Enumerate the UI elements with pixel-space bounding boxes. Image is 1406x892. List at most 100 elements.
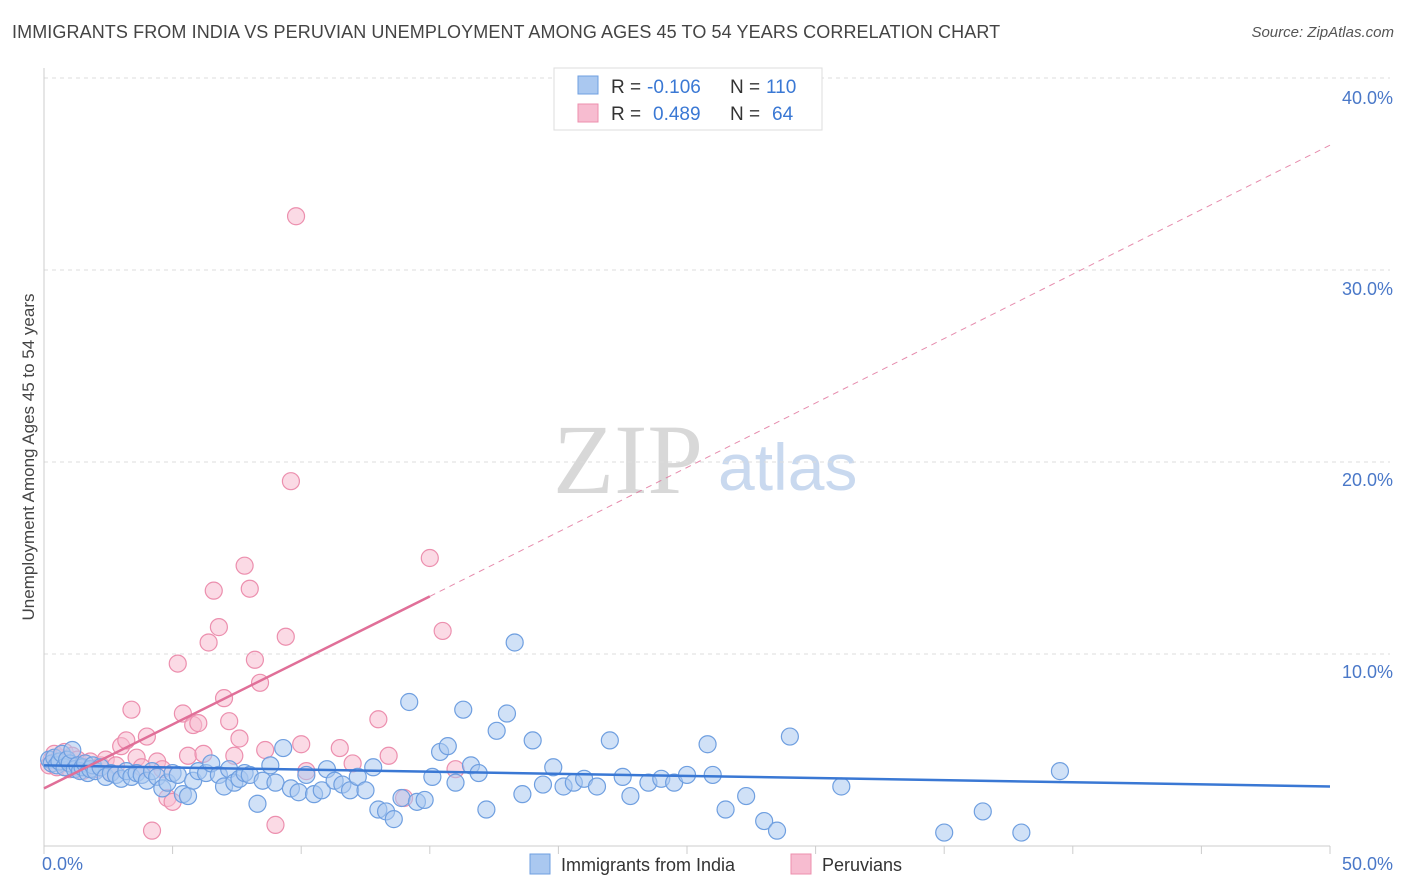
peru-point-59 bbox=[379, 746, 398, 765]
india-point-9 bbox=[63, 740, 82, 760]
y-tick-label-30: 30.0% bbox=[1342, 279, 1393, 299]
india-point-50 bbox=[261, 756, 280, 775]
watermark-atlas: atlas bbox=[718, 430, 857, 504]
peru-point-34 bbox=[178, 746, 198, 765]
peru-point-27 bbox=[142, 821, 162, 840]
peru-point-46 bbox=[240, 579, 259, 598]
india-trend-line bbox=[43, 764, 1331, 788]
india-point-69 bbox=[400, 692, 419, 712]
legend-r-label-1: R = bbox=[611, 77, 641, 98]
legend-r-label-2: R = bbox=[611, 104, 641, 125]
peru-point-62 bbox=[433, 621, 452, 641]
series-legend: Immigrants from India Peruvians bbox=[529, 853, 902, 875]
india-point-92 bbox=[613, 767, 632, 786]
peruvians-points bbox=[40, 207, 465, 840]
india-point-107 bbox=[973, 802, 992, 821]
peru-point-54 bbox=[292, 735, 311, 754]
peru-point-50 bbox=[266, 815, 285, 834]
india-point-109 bbox=[1050, 762, 1070, 781]
india-point-34 bbox=[168, 765, 187, 785]
india-point-52 bbox=[274, 738, 293, 758]
india-point-68 bbox=[392, 788, 411, 808]
india-point-63 bbox=[356, 781, 375, 800]
chart-title: IMMIGRANTS FROM INDIA VS PERUVIAN UNEMPL… bbox=[12, 22, 1001, 42]
peru-point-39 bbox=[204, 581, 223, 600]
legend-swatch-peru bbox=[577, 103, 599, 123]
bottom-legend-label-peru: Peruvians bbox=[822, 855, 902, 875]
india-point-64 bbox=[364, 758, 383, 777]
india-point-71 bbox=[415, 790, 434, 810]
peru-trend-extension bbox=[429, 144, 1331, 597]
y-tick-label-20: 20.0% bbox=[1342, 470, 1393, 490]
x-tick-label-max: 50.0% bbox=[1342, 854, 1393, 874]
peru-point-47 bbox=[245, 650, 265, 669]
india-points bbox=[40, 633, 1070, 842]
india-point-86 bbox=[544, 758, 563, 777]
india-point-102 bbox=[755, 811, 774, 831]
india-point-98 bbox=[698, 735, 717, 754]
india-point-103 bbox=[767, 821, 787, 840]
india-point-76 bbox=[454, 700, 473, 719]
correlation-legend: R = -0.106 N = 110 R = 0.489 N = 64 bbox=[553, 67, 823, 131]
source-label: Source: ZipAtlas.com bbox=[1251, 24, 1394, 41]
y-tick-label-10: 10.0% bbox=[1342, 662, 1393, 682]
india-point-51 bbox=[266, 773, 285, 792]
peru-point-38 bbox=[199, 633, 218, 652]
india-point-54 bbox=[289, 783, 308, 802]
india-point-62 bbox=[348, 767, 367, 786]
india-point-91 bbox=[600, 731, 619, 750]
legend-r-value-2: 0.489 bbox=[653, 104, 701, 125]
india-point-105 bbox=[832, 777, 851, 796]
india-point-82 bbox=[505, 633, 524, 652]
axis-layer bbox=[43, 68, 1331, 854]
legend-n-label-2: N = bbox=[730, 104, 760, 125]
india-point-79 bbox=[477, 800, 496, 819]
peru-point-40 bbox=[209, 618, 228, 637]
india-point-93 bbox=[621, 786, 640, 806]
india-point-75 bbox=[446, 773, 465, 792]
india-point-36 bbox=[178, 786, 198, 806]
india-point-101 bbox=[737, 786, 756, 806]
legend-box bbox=[553, 67, 823, 131]
peru-point-36 bbox=[189, 714, 208, 733]
india-point-90 bbox=[587, 777, 607, 796]
india-point-48 bbox=[248, 794, 267, 813]
india-point-104 bbox=[780, 727, 799, 746]
bottom-legend-swatch-india bbox=[529, 853, 551, 875]
peru-point-51 bbox=[276, 627, 295, 646]
india-point-80 bbox=[487, 721, 506, 740]
x-tick-label-min: 0.0% bbox=[42, 854, 83, 874]
bottom-legend-swatch-peru bbox=[790, 853, 812, 875]
legend-n-value-1: 110 bbox=[766, 77, 796, 98]
bottom-legend-label-india: Immigrants from India bbox=[561, 855, 736, 875]
peru-point-58 bbox=[369, 710, 388, 729]
legend-n-label-1: N = bbox=[730, 77, 760, 98]
legend-n-value-2: 64 bbox=[772, 104, 794, 125]
peru-point-42 bbox=[220, 712, 239, 731]
peru-point-32 bbox=[168, 654, 187, 673]
india-point-81 bbox=[497, 704, 517, 723]
peru-point-23 bbox=[122, 700, 141, 719]
india-point-83 bbox=[513, 785, 532, 804]
peru-trend-line bbox=[43, 595, 431, 790]
peru-point-44 bbox=[230, 729, 249, 748]
legend-swatch-india bbox=[577, 75, 599, 95]
india-point-67 bbox=[384, 810, 403, 829]
peru-point-61 bbox=[420, 548, 439, 568]
y-tick-label-40: 40.0% bbox=[1342, 88, 1393, 108]
india-point-100 bbox=[716, 800, 735, 819]
watermark-zip: ZIP bbox=[553, 404, 703, 515]
peru-point-45 bbox=[235, 556, 254, 575]
india-point-85 bbox=[533, 775, 553, 794]
peru-point-52 bbox=[281, 472, 301, 491]
peru-point-56 bbox=[330, 738, 349, 758]
india-point-108 bbox=[1012, 823, 1031, 842]
peru-point-53 bbox=[286, 207, 306, 226]
india-point-99 bbox=[703, 765, 722, 785]
trend-layer bbox=[43, 144, 1331, 790]
peru-point-49 bbox=[256, 740, 275, 760]
india-point-74 bbox=[438, 737, 457, 756]
india-point-84 bbox=[523, 731, 542, 750]
